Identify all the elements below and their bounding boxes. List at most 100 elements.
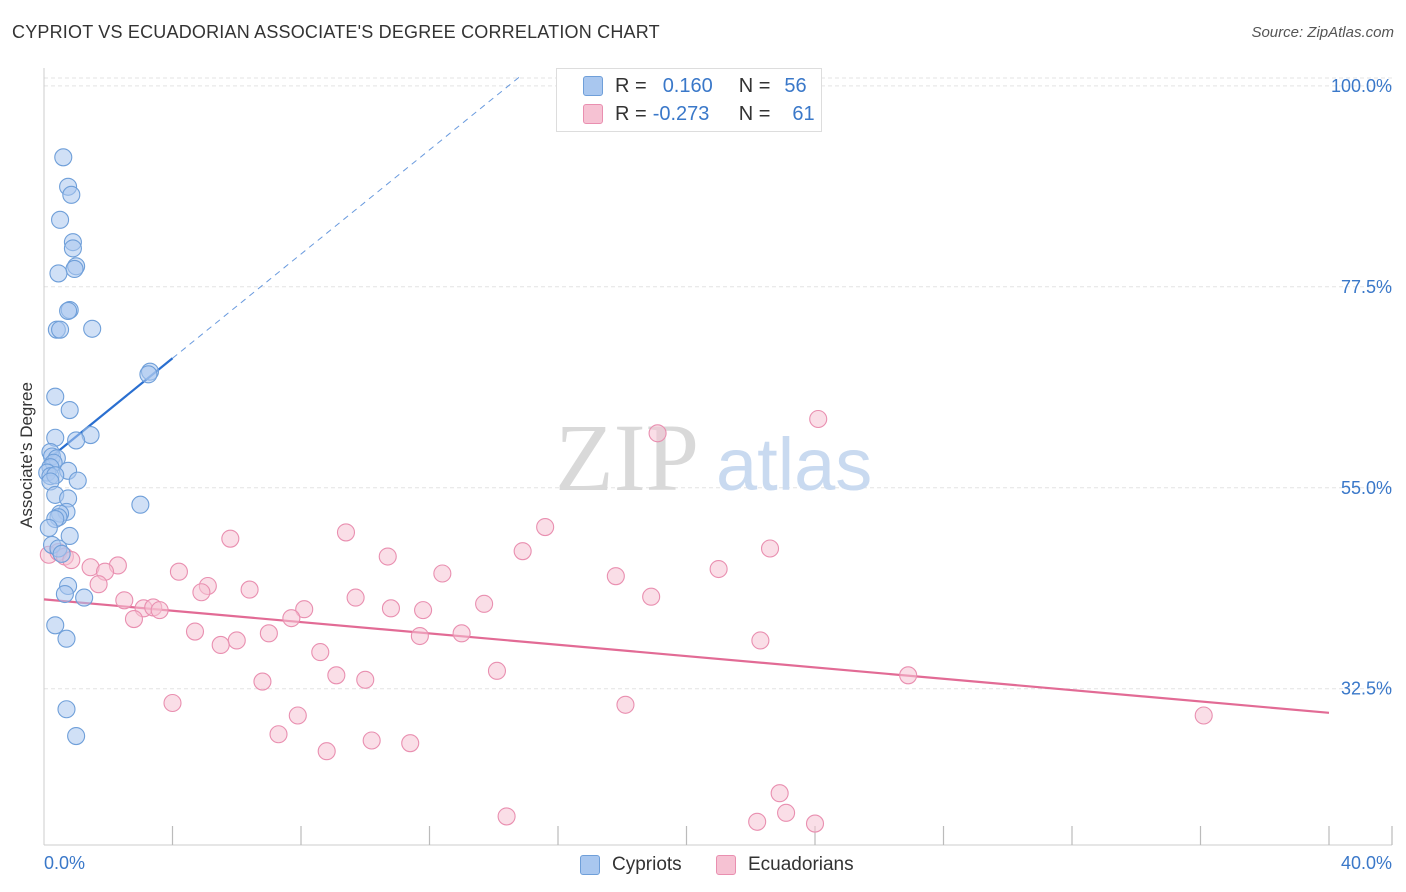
legend-n-value: 56 (784, 74, 807, 97)
legend-r-label: R = (615, 74, 647, 97)
ecuadorian-point (89, 575, 108, 594)
legend-n-label: N = (738, 74, 771, 97)
watermark-atlas: atlas (716, 423, 872, 506)
ecuadorian-point (1194, 706, 1213, 725)
legend-n-label: N = (738, 102, 771, 125)
cypriot-point (52, 544, 71, 563)
cypriot-point (57, 629, 76, 648)
cypriots-trend-extension (172, 76, 520, 359)
ecuadorian-point (311, 643, 330, 662)
ecuadorian-point (378, 547, 397, 566)
x-tick-label: 0.0% (44, 853, 85, 873)
ecuadorian-point (327, 666, 346, 685)
ecuadorian-point (497, 807, 516, 826)
x-tick-label: 40.0% (1341, 853, 1392, 873)
ecuadorian-point (253, 672, 272, 691)
cypriot-point (68, 471, 87, 490)
cypriot-point (75, 588, 94, 607)
y-axis-label: Associate's Degree (17, 382, 36, 528)
watermark-zip: ZIP (555, 404, 699, 511)
ecuadorian-point (295, 600, 314, 619)
y-tick-label: 100.0% (1331, 76, 1392, 96)
ecuadorian-point (185, 622, 205, 641)
y-tick-label: 77.5% (1341, 277, 1392, 297)
ecuadorian-point (221, 529, 240, 548)
cypriot-point (59, 301, 78, 320)
ecuadorian-point (282, 609, 301, 628)
labels-layer: 32.5% 55.0% 77.5% 100.0% 0.0% 40.0% (44, 76, 1392, 873)
ecuadorian-point (777, 803, 796, 822)
ecuadorians-swatch (716, 855, 736, 875)
source-credit: Source: ZipAtlas.com (1251, 24, 1394, 41)
legend-n-value: 61 (792, 102, 815, 125)
y-tick-label: 32.5% (1341, 679, 1392, 699)
cypriot-point (46, 387, 65, 406)
ecuadorian-point (751, 631, 770, 650)
ecuadorian-point (288, 706, 307, 725)
ecuadorian-point (192, 583, 211, 602)
ecuadorian-point (805, 814, 825, 833)
bottom-legend-ecuadorians-label: Ecuadorians (748, 854, 854, 875)
ecuadorian-point (770, 784, 789, 803)
legend-row-ecuadorians: R = -0.273 N = 61 (583, 102, 815, 126)
bottom-legend-ecuadorians: Ecuadorians (716, 852, 854, 878)
ecuadorian-point (487, 661, 507, 680)
cypriots-swatch (580, 855, 600, 875)
ecuadorian-point (401, 734, 420, 753)
ecuadorian-point (150, 601, 169, 620)
cypriot-point (54, 148, 73, 167)
cypriot-point (39, 518, 58, 537)
ecuadorian-point (381, 599, 401, 618)
trend-layer (43, 76, 1330, 714)
cypriots-swatch (583, 76, 603, 96)
cypriot-point (51, 320, 70, 339)
ecuadorian-point (709, 559, 728, 579)
cypriot-point (83, 319, 102, 338)
ecuadorian-point (760, 539, 780, 558)
ecuadorian-point (124, 609, 143, 629)
points-layer (38, 148, 1213, 833)
cypriot-point (67, 726, 86, 746)
ecuadorians-trend-line (43, 598, 1330, 714)
cypriot-point (60, 526, 79, 546)
ecuadorian-point (513, 542, 532, 561)
cypriot-point (49, 264, 68, 283)
bottom-legend-cypriots: Cypriots (580, 852, 682, 878)
ecuadorian-point (475, 594, 494, 613)
ecuadorian-point (748, 812, 767, 831)
cypriot-point (60, 401, 79, 420)
ecuadorian-point (317, 742, 336, 761)
ecuadorian-point (648, 424, 667, 443)
ecuadorian-point (809, 409, 828, 429)
ecuadorian-point (115, 591, 134, 610)
ecuadorian-point (536, 518, 555, 537)
cypriot-point (62, 185, 81, 204)
legend-row-cypriots: R = 0.160 N = 56 (583, 74, 807, 98)
ecuadorian-point (259, 624, 278, 643)
cypriot-point (63, 239, 82, 258)
bottom-legend-cypriots-label: Cypriots (612, 854, 682, 875)
ecuadorian-point (346, 588, 365, 607)
legend-r-value: 0.160 (662, 74, 713, 97)
cypriot-point (139, 365, 158, 384)
cypriot-point (67, 431, 86, 450)
ecuadorian-point (336, 523, 356, 542)
cypriot-point (46, 616, 65, 635)
ecuadorian-point (899, 666, 918, 685)
ecuadorian-point (163, 693, 182, 713)
correlation-legend: R = 0.160 N = 56 R = -0.273 N = 61 (556, 68, 822, 132)
watermark: ZIP atlas (555, 404, 872, 511)
ecuadorian-point (169, 562, 188, 581)
y-tick-label: 55.0% (1341, 478, 1392, 498)
legend-r-label: R = (615, 102, 647, 125)
ecuadorian-point (414, 601, 433, 620)
ecuadorian-point (606, 567, 625, 586)
ecuadorian-point (616, 695, 635, 714)
ecuadorian-point (227, 631, 246, 650)
ecuadorian-point (269, 725, 288, 744)
cypriot-point (55, 584, 74, 604)
ecuadorian-point (211, 635, 230, 654)
ecuadorian-point (356, 670, 375, 689)
ecuadorian-point (433, 564, 452, 583)
